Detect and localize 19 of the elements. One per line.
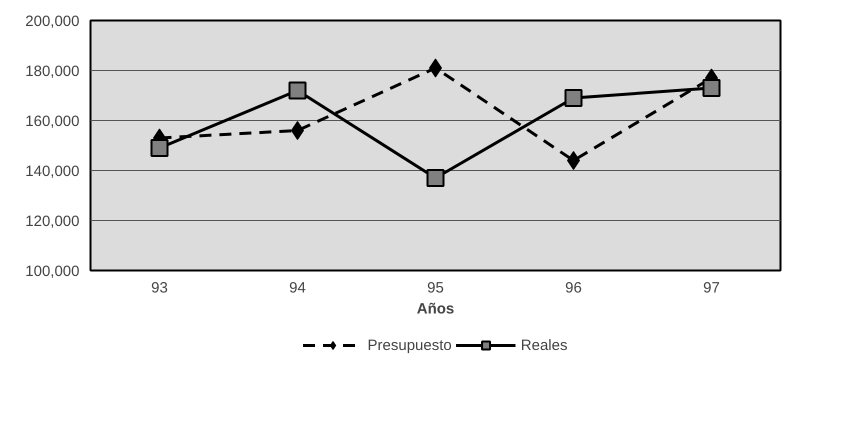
x-axis-title: Años xyxy=(416,300,454,318)
point xyxy=(288,82,306,100)
legend-label: Presupuesto xyxy=(368,336,452,354)
point xyxy=(564,89,582,107)
y-tick-label: 120,000 xyxy=(25,213,80,230)
x-tick-label: 95 xyxy=(427,280,444,296)
y-tick-label: 160,000 xyxy=(25,113,80,130)
y-tick-label: 140,000 xyxy=(25,163,80,180)
y-tick-label: 200,000 xyxy=(25,13,80,30)
x-tick-label: 97 xyxy=(703,280,720,296)
y-tick-label: 100,000 xyxy=(25,263,80,280)
legend-label: Reales xyxy=(520,336,568,354)
point xyxy=(150,139,168,157)
point xyxy=(426,169,444,187)
x-tick-label: 96 xyxy=(565,280,582,296)
x-tick-label: 93 xyxy=(151,280,168,296)
y-tick-label: 180,000 xyxy=(25,63,80,80)
point xyxy=(702,79,720,97)
x-tick-label: 94 xyxy=(289,280,306,296)
